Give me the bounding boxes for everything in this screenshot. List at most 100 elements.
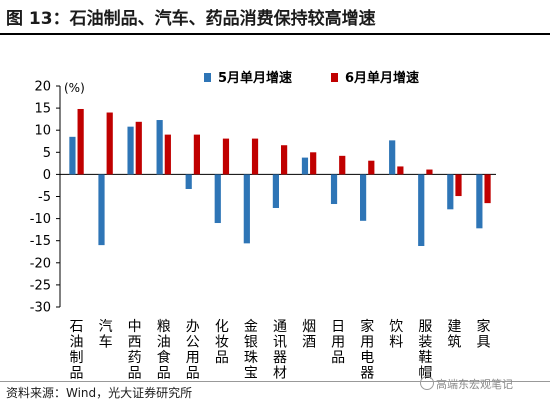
bar-may: [98, 174, 105, 246]
y-tick-label: 5: [43, 146, 51, 161]
x-tick-label-char: 粮: [157, 319, 171, 335]
bar-june: [135, 121, 142, 175]
x-tick-label-char: 料: [389, 335, 403, 351]
y-tick-label: -30: [30, 301, 51, 316]
x-tick-label-char: 材: [273, 366, 287, 382]
x-tick-label-char: 妆: [215, 335, 229, 351]
y-tick-label: 10: [34, 124, 51, 139]
title-divider: [0, 33, 550, 35]
bar-may: [127, 126, 134, 175]
y-unit-label: (%): [64, 81, 85, 95]
y-tick-label: 20: [34, 80, 51, 95]
x-tick-label-char: 品: [331, 350, 345, 366]
bar-june: [397, 166, 404, 175]
x-tick-label-char: 药: [128, 350, 142, 366]
bar-may: [330, 174, 338, 205]
bar-may: [214, 174, 221, 224]
bar-may: [69, 136, 76, 175]
x-tick-label-char: 电: [360, 350, 374, 366]
x-tick-label-char: 制: [70, 350, 84, 366]
bar-may: [301, 157, 309, 175]
x-tick-label-char: 用: [186, 350, 200, 366]
bar-june: [164, 134, 171, 175]
bar-may: [447, 174, 454, 210]
bar-june: [339, 155, 346, 175]
wechat-icon: [420, 376, 434, 390]
bar-june: [222, 138, 230, 175]
watermark: 高端东宏观笔记: [420, 376, 513, 392]
x-tick-label-char: 饮: [389, 319, 403, 335]
bar-may: [360, 174, 367, 221]
bar-june: [281, 145, 288, 175]
source-divider: [0, 381, 550, 382]
x-tick-label-char: 日: [331, 319, 345, 335]
x-tick-label-char: 筑: [447, 335, 461, 351]
x-tick-label-char: 品: [186, 366, 200, 382]
x-tick-label-char: 器: [360, 366, 374, 382]
bar-june: [106, 112, 113, 175]
y-tick-label: -10: [30, 212, 51, 227]
figure-title: 图 13：石油制品、汽车、药品消费保持较高增速: [6, 9, 376, 29]
bar-may: [243, 174, 250, 244]
legend-swatch: [331, 73, 338, 82]
bar-june: [310, 152, 317, 175]
y-tick-label: 15: [34, 102, 51, 117]
x-tick-label-char: 车: [99, 334, 113, 351]
x-tick-label-char: 中: [128, 319, 142, 335]
x-tick-label-char: 油: [70, 335, 84, 351]
x-tick-label-char: 装: [418, 335, 432, 351]
x-tick-label-char: 金: [244, 319, 258, 335]
x-tick-label-char: 家: [476, 318, 490, 335]
bar-june: [484, 174, 491, 204]
bar-may: [185, 174, 192, 189]
x-tick-label-char: 烟: [302, 319, 316, 335]
x-tick-label-char: 品: [215, 350, 229, 366]
x-tick-label-char: 西: [128, 335, 142, 351]
x-tick-label-char: 化: [215, 319, 229, 335]
bar-may: [476, 174, 483, 229]
x-tick-label-char: 汽: [99, 319, 113, 335]
x-tick-label-char: 用: [331, 335, 345, 351]
x-tick-label-char: 石: [70, 319, 84, 335]
x-tick-label-char: 具: [476, 335, 490, 351]
bar-june: [368, 160, 375, 175]
y-tick-label: -20: [30, 256, 51, 271]
x-tick-label-char: 珠: [244, 350, 258, 366]
bar-may: [156, 120, 163, 175]
legend-label: 5月单月增速: [218, 70, 292, 86]
x-tick-label-char: 用: [360, 335, 374, 351]
y-tick-label: -5: [38, 190, 51, 205]
x-tick-label-char: 酒: [302, 335, 316, 351]
bar-june: [77, 108, 84, 175]
x-tick-label-char: 品: [128, 366, 142, 382]
x-tick-label-char: 公: [186, 335, 200, 351]
x-tick-label-char: 器: [273, 350, 287, 366]
x-tick-label-char: 鞋: [418, 350, 432, 366]
bar-may: [389, 140, 396, 175]
legend-swatch: [204, 73, 211, 82]
legend-label: 6月单月增速: [345, 70, 419, 86]
x-tick-label-char: 建: [447, 319, 461, 335]
bar-may: [418, 174, 425, 247]
x-tick-label-char: 通: [273, 319, 287, 335]
x-tick-label-char: 品: [70, 366, 84, 382]
x-tick-label-char: 品: [157, 366, 171, 382]
y-tick-label: -15: [30, 234, 51, 249]
x-tick-label-char: 食: [157, 349, 171, 366]
x-tick-label-char: 家: [360, 318, 374, 335]
x-tick-label-char: 银: [244, 335, 258, 351]
x-tick-label-char: 油: [157, 335, 171, 351]
x-tick-label-char: 办: [186, 319, 200, 335]
y-tick-label: 0: [43, 168, 51, 183]
source-note: 资料来源：Wind，光大证券研究所: [6, 386, 193, 400]
bar-june: [455, 174, 462, 197]
y-tick-label: -25: [30, 278, 51, 293]
x-tick-label-char: 讯: [273, 335, 287, 351]
watermark-text: 高端东宏观笔记: [436, 378, 513, 391]
bar-june: [193, 134, 200, 175]
bar-may: [272, 174, 279, 208]
x-tick-label-char: 服: [418, 319, 432, 335]
x-tick-label-char: 宝: [244, 366, 258, 382]
bar-june: [251, 138, 259, 175]
